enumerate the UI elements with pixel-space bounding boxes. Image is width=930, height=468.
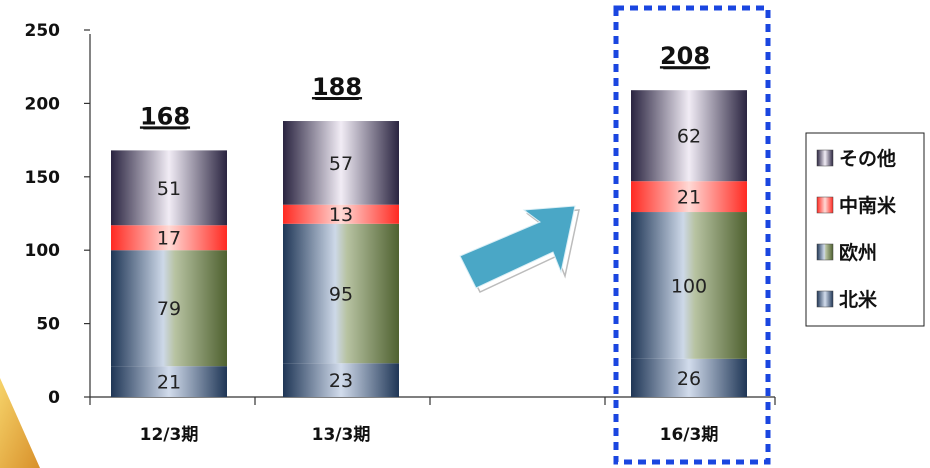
bar-segment-value-label: 21 xyxy=(157,372,181,394)
legend-swatch xyxy=(816,149,834,167)
x-category-label: 16/3期 xyxy=(660,425,719,445)
highlight-box xyxy=(613,5,771,465)
bar-total-label: 188 xyxy=(312,73,362,101)
bar-segment-other xyxy=(283,121,399,205)
bar-segment-value-label: 51 xyxy=(157,178,181,200)
bar-segment-value-label: 26 xyxy=(677,368,701,390)
bar-segment-value-label: 17 xyxy=(157,228,181,250)
legend-swatch xyxy=(816,290,834,308)
y-tick-label: 0 xyxy=(48,388,60,408)
bar-segment-north-america xyxy=(631,358,747,397)
y-tick-label: 100 xyxy=(25,241,61,261)
bar-segment-value-label: 100 xyxy=(671,275,707,297)
x-category-label: 13/3期 xyxy=(312,425,371,445)
bar-segment-europe xyxy=(631,212,747,359)
y-tick-label: 150 xyxy=(25,168,61,188)
bar-segment-other xyxy=(111,150,227,226)
legend-swatch xyxy=(816,243,834,261)
bar-segment-latin-america xyxy=(111,225,227,251)
legend-swatch xyxy=(816,196,834,214)
bar-segment-other xyxy=(631,90,747,182)
legend-item-latin-america: 中南米 xyxy=(839,194,897,217)
y-tick-label: 200 xyxy=(25,94,61,114)
bar-segment-value-label: 23 xyxy=(329,370,353,392)
bar-segment-value-label: 95 xyxy=(329,284,353,306)
bar-segment-north-america xyxy=(283,363,399,397)
legend-item-other: その他 xyxy=(839,147,896,170)
bar-segment-value-label: 79 xyxy=(157,298,181,320)
bar-segment-value-label: 62 xyxy=(677,126,701,148)
legend-item-north-america: 北米 xyxy=(839,288,878,311)
legend-item-europe: 欧州 xyxy=(839,241,877,264)
bar-segment-value-label: 21 xyxy=(677,187,701,209)
bar-total-label: 208 xyxy=(660,42,710,70)
bar-segment-value-label: 13 xyxy=(329,204,353,226)
growth-arrow xyxy=(459,205,580,293)
x-category-label: 12/3期 xyxy=(140,425,199,445)
bar-segment-latin-america xyxy=(631,181,747,213)
bar-total-label: 168 xyxy=(140,102,190,130)
bar-segment-latin-america xyxy=(283,204,399,224)
bar-segment-value-label: 57 xyxy=(329,153,353,175)
bar-segment-europe xyxy=(111,250,227,367)
bar-segment-europe xyxy=(283,223,399,364)
corner-decoration xyxy=(0,378,40,468)
y-tick-label: 50 xyxy=(36,315,60,335)
bar-segment-north-america xyxy=(111,366,227,397)
y-tick-label: 250 xyxy=(25,21,61,41)
